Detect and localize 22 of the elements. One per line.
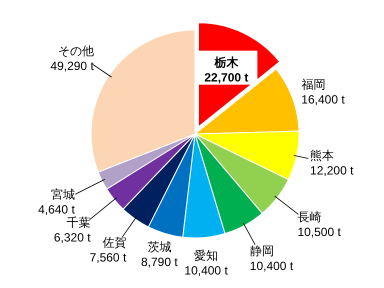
slice-label: 宮城 — [50, 188, 75, 202]
data-label: 49,290 t — [50, 58, 94, 73]
data-label: 12,200 t — [310, 163, 354, 178]
data-label: 10,400 t — [250, 259, 294, 274]
slice-label: 栃木 — [213, 56, 240, 70]
data-label: 10,400 t — [184, 264, 228, 278]
slice-label: 長崎 — [297, 210, 322, 224]
slice-label: 福岡 — [301, 78, 326, 92]
slice-label: 茨城 — [147, 240, 172, 254]
slice-label: 佐賀 — [102, 235, 126, 250]
data-label: 4,640 t — [38, 202, 76, 217]
data-label: 10,500 t — [297, 225, 342, 240]
data-label: 16,400 t — [301, 92, 346, 107]
data-label: 6,320 t — [54, 230, 92, 245]
slice-label: 千葉 — [66, 216, 91, 230]
data-label: 7,560 t — [90, 250, 127, 264]
data-label: 22,700 t — [204, 70, 248, 85]
slice-label: 熊本 — [310, 148, 334, 162]
slice-label: 静岡 — [250, 244, 274, 258]
slice-label: 愛知 — [194, 248, 218, 263]
slice-label: その他 — [58, 44, 94, 58]
data-label: 8,790 t — [140, 254, 178, 269]
